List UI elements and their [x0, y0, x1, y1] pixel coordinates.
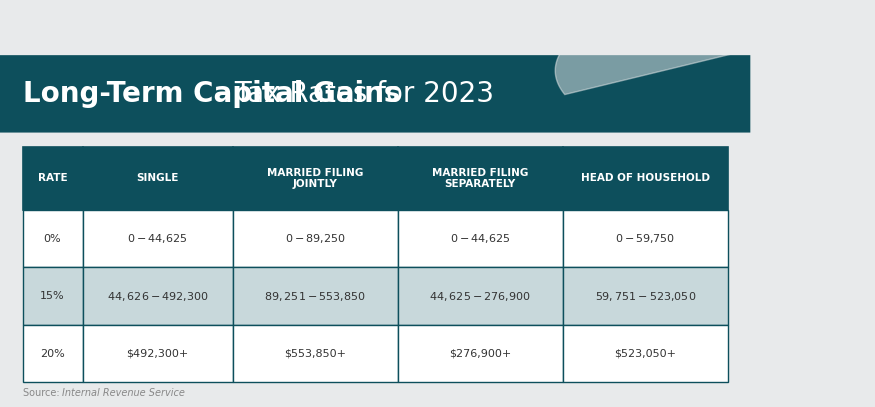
Text: $0 - $44,625: $0 - $44,625	[127, 232, 188, 245]
Text: 20%: 20%	[40, 349, 65, 359]
Text: 15%: 15%	[40, 291, 65, 301]
Bar	[233, 147, 397, 210]
Bar	[82, 210, 233, 267]
Bar	[397, 147, 563, 210]
Text: MARRIED FILING
JOINTLY: MARRIED FILING JOINTLY	[267, 168, 363, 189]
Bar	[82, 267, 233, 325]
Bar	[563, 325, 728, 382]
Text: $44,626 - $492,300: $44,626 - $492,300	[107, 290, 208, 303]
Bar	[397, 325, 563, 382]
Text: MARRIED FILING
SEPARATELY: MARRIED FILING SEPARATELY	[432, 168, 528, 189]
Text: $59,751 - $523,050: $59,751 - $523,050	[595, 290, 696, 303]
Bar	[397, 210, 563, 267]
Text: $553,850+: $553,850+	[284, 349, 346, 359]
Text: RATE: RATE	[38, 173, 67, 183]
Text: 0%: 0%	[44, 234, 61, 244]
Bar	[563, 147, 728, 210]
Bar	[397, 267, 563, 325]
Bar	[563, 210, 728, 267]
Text: $0 - $44,625: $0 - $44,625	[450, 232, 510, 245]
Text: $276,900+: $276,900+	[449, 349, 511, 359]
Text: Long-Term Capital Gains: Long-Term Capital Gains	[23, 80, 400, 108]
Text: $492,300+: $492,300+	[127, 349, 189, 359]
Text: Tax Rates for 2023: Tax Rates for 2023	[226, 80, 494, 108]
Text: Source:: Source:	[23, 388, 62, 398]
Bar	[82, 325, 233, 382]
Text: $0 - $89,250: $0 - $89,250	[284, 232, 346, 245]
Text: Internal Revenue Service: Internal Revenue Service	[61, 388, 185, 398]
Text: $44,625 - $276,900: $44,625 - $276,900	[430, 290, 531, 303]
Text: HEAD OF HOUSEHOLD: HEAD OF HOUSEHOLD	[581, 173, 710, 183]
Bar	[233, 210, 397, 267]
FancyBboxPatch shape	[0, 55, 751, 133]
Bar	[23, 210, 82, 267]
Bar	[23, 147, 82, 210]
Text: $0 - $59,750: $0 - $59,750	[615, 232, 676, 245]
Bar	[563, 267, 728, 325]
Bar	[233, 325, 397, 382]
Text: SINGLE: SINGLE	[136, 173, 178, 183]
Bar	[23, 267, 82, 325]
Text: $523,050+: $523,050+	[614, 349, 676, 359]
Bar	[23, 325, 82, 382]
Text: $89,251 - $553,850: $89,251 - $553,850	[264, 290, 366, 303]
Bar	[233, 267, 397, 325]
Polygon shape	[556, 0, 875, 94]
Bar	[82, 147, 233, 210]
